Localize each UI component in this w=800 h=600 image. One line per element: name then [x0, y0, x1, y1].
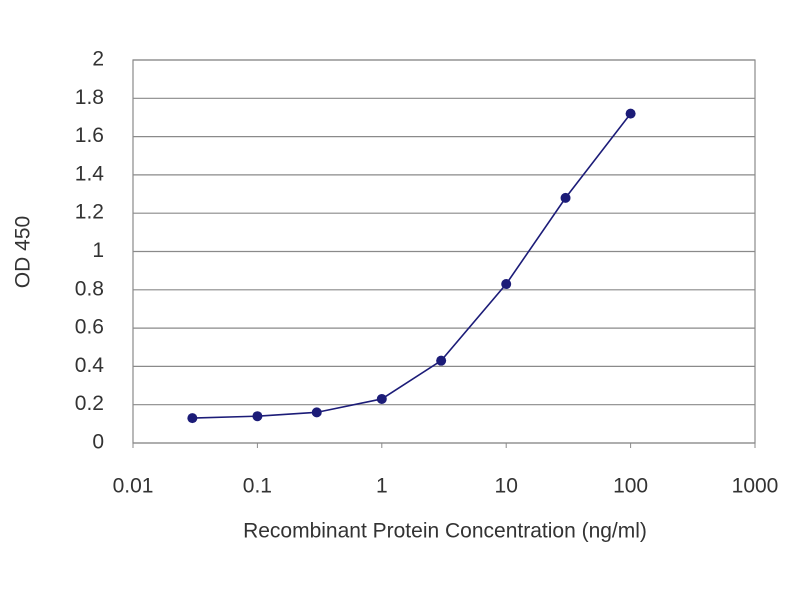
x-tick-label: 10 [495, 475, 518, 498]
data-point [625, 108, 636, 119]
y-tick-label: 0.6 [75, 316, 104, 339]
y-tick-label: 0.8 [75, 277, 104, 300]
x-tick-label: 100 [613, 475, 648, 498]
data-point [560, 192, 571, 203]
y-axis-label: OD 450 [12, 216, 35, 288]
y-tick-label: 1.8 [75, 86, 104, 109]
x-tick-label: 1000 [732, 475, 779, 498]
x-tick-label: 0.1 [243, 475, 272, 498]
data-point [376, 393, 387, 404]
y-tick-label: 0 [92, 431, 104, 454]
y-tick-label: 2 [92, 48, 104, 71]
data-point [436, 355, 447, 366]
y-tick-label: 1 [92, 239, 104, 262]
y-tick-label: 1.4 [75, 162, 105, 185]
x-tick-label: 1 [376, 475, 388, 498]
y-tick-label: 1.6 [75, 124, 104, 147]
data-point [187, 413, 198, 424]
y-tick-label: 0.2 [75, 392, 104, 415]
data-point [252, 411, 263, 422]
data-line [192, 113, 632, 419]
x-axis-label: Recombinant Protein Concentration (ng/ml… [243, 520, 647, 543]
y-tick-label: 0.4 [75, 354, 105, 377]
data-point [311, 407, 322, 418]
data-point [501, 279, 512, 290]
y-tick-label: 1.2 [75, 201, 104, 224]
x-tick-label: 0.01 [113, 475, 154, 498]
